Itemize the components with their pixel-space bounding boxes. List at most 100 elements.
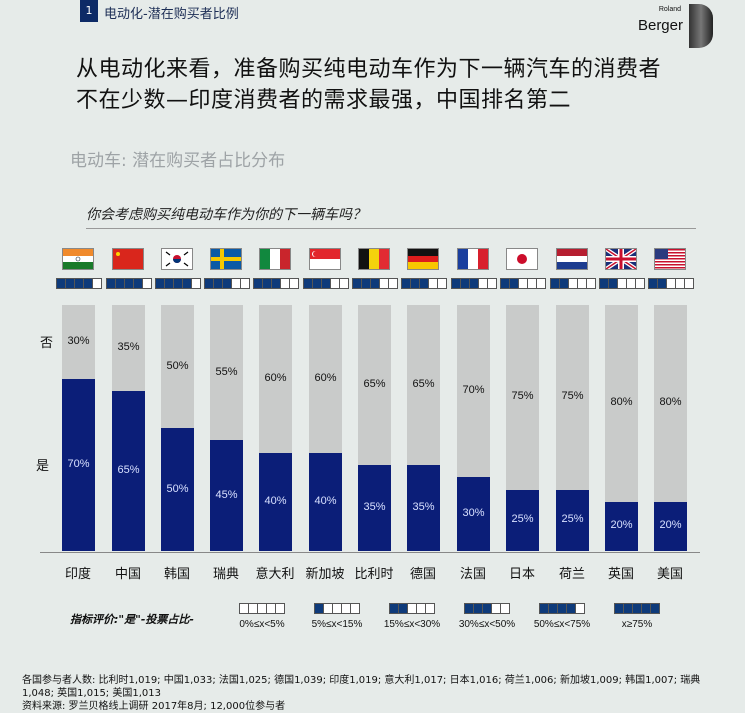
indicator-segment bbox=[84, 279, 93, 288]
indicator-segment bbox=[470, 279, 479, 288]
bar-sweden: 55% 45% bbox=[210, 305, 243, 551]
indicator-segment bbox=[353, 279, 362, 288]
indicator-segment bbox=[479, 279, 488, 288]
legend-label: 0%≤x<5% bbox=[239, 619, 285, 630]
category-label: 印度 bbox=[64, 567, 91, 582]
indicator-segment bbox=[107, 279, 116, 288]
indicator-segment bbox=[438, 279, 446, 288]
indicator-japan bbox=[500, 278, 546, 289]
legend-label: 50%≤x<75% bbox=[533, 619, 591, 630]
logo-text: Berger bbox=[637, 17, 683, 34]
data-label-yes: 45% bbox=[215, 488, 238, 501]
bar-yes-segment bbox=[556, 489, 589, 551]
data-label-no: 35% bbox=[117, 341, 140, 354]
category-label: 韩国 bbox=[163, 567, 190, 582]
flag-south-korea-icon bbox=[161, 248, 193, 270]
bar-belgium: 65% 35% bbox=[358, 305, 391, 551]
indicator-segment bbox=[426, 604, 434, 613]
indicator-segment bbox=[241, 279, 249, 288]
data-label-no: 60% bbox=[314, 371, 337, 384]
baseline bbox=[40, 552, 700, 553]
flag-germany-icon bbox=[407, 248, 439, 270]
indicator-segment bbox=[658, 279, 667, 288]
section-number: 1 bbox=[80, 0, 98, 22]
bar-japan: 75% 25% bbox=[506, 305, 539, 551]
data-label-yes: 25% bbox=[561, 513, 584, 526]
indicator-segment bbox=[324, 604, 333, 613]
data-label-no: 60% bbox=[264, 371, 287, 384]
bar-south-korea: 50% 50% bbox=[161, 305, 194, 551]
legend-indicator bbox=[314, 603, 360, 614]
logo-b-mark bbox=[689, 4, 713, 48]
indicator-segment bbox=[205, 279, 214, 288]
category-label: 荷兰 bbox=[558, 567, 585, 582]
indicator-segment bbox=[66, 279, 75, 288]
legend-indicator bbox=[614, 603, 660, 614]
indicator-segment bbox=[633, 604, 642, 613]
roland-berger-logo: Roland Berger bbox=[623, 4, 713, 48]
bar-germany: 65% 35% bbox=[407, 305, 440, 551]
data-label-no: 55% bbox=[215, 365, 238, 378]
indicator-singapore bbox=[303, 278, 349, 289]
indicator-segment bbox=[618, 279, 627, 288]
bar-yes-segment bbox=[161, 428, 194, 551]
bar-singapore: 60% 40% bbox=[309, 305, 342, 551]
data-label-yes: 20% bbox=[659, 519, 682, 532]
indicator-segment bbox=[267, 604, 276, 613]
category-label: 英国 bbox=[607, 567, 634, 582]
indicator-segment bbox=[93, 279, 101, 288]
bar-usa: 80% 20% bbox=[654, 305, 687, 551]
indicator-segment bbox=[263, 279, 272, 288]
data-label-yes: 25% bbox=[511, 513, 534, 526]
indicator-segment bbox=[492, 604, 501, 613]
indicator-segment bbox=[609, 279, 618, 288]
indicator-segment bbox=[615, 604, 624, 613]
category-label: 意大利 bbox=[255, 567, 295, 582]
indicator-segment bbox=[351, 604, 359, 613]
indicator-segment bbox=[57, 279, 66, 288]
flag-china-icon bbox=[112, 248, 144, 270]
indicator-segment bbox=[452, 279, 461, 288]
indicator-belgium bbox=[352, 278, 398, 289]
indicator-segment bbox=[560, 279, 569, 288]
legend-indicator bbox=[464, 603, 510, 614]
indicator-segment bbox=[240, 604, 249, 613]
legend-label: 5%≤x<15% bbox=[311, 619, 363, 630]
indicator-segment bbox=[465, 604, 474, 613]
data-label-no: 30% bbox=[67, 334, 90, 347]
indicator-segment bbox=[362, 279, 371, 288]
indicator-segment bbox=[174, 279, 183, 288]
data-label-no: 50% bbox=[166, 359, 189, 372]
footer-participants: 各国参与者人数: 比利时1,019; 中国1,033; 法国1,025; 德国1… bbox=[22, 675, 701, 699]
bar-yes-segment bbox=[506, 489, 539, 551]
indicator-segment bbox=[281, 279, 290, 288]
indicator-segment bbox=[649, 279, 658, 288]
indicator-india bbox=[56, 278, 102, 289]
indicator-segment bbox=[371, 279, 380, 288]
indicator-segment bbox=[519, 279, 528, 288]
indicator-segment bbox=[417, 604, 426, 613]
headline: 从电动化来看，准备购买纯电动车作为下一辆汽车的消费者 不在少数—印度消费者的需求… bbox=[76, 54, 716, 116]
indicator-segment bbox=[258, 604, 267, 613]
bar-yes-segment bbox=[457, 477, 490, 551]
data-label-yes: 40% bbox=[314, 494, 337, 507]
indicator-segment bbox=[272, 279, 281, 288]
indicator-china bbox=[106, 278, 152, 289]
data-label-no: 65% bbox=[363, 377, 386, 390]
section-title: 电动化-潜在购买者比例 bbox=[104, 7, 239, 22]
indicator-segment bbox=[313, 279, 322, 288]
flag-usa-icon bbox=[654, 248, 686, 270]
indicator-segment bbox=[569, 279, 578, 288]
indicator-uk bbox=[599, 278, 645, 289]
legend-item: 5%≤x<15% bbox=[302, 603, 372, 630]
indicator-segment bbox=[399, 604, 408, 613]
indicator-france bbox=[451, 278, 497, 289]
indicator-segment bbox=[134, 279, 143, 288]
legend-indicator bbox=[539, 603, 585, 614]
flag-singapore-icon bbox=[309, 248, 341, 270]
bar-yes-segment bbox=[210, 440, 243, 551]
data-label-yes: 65% bbox=[117, 464, 140, 477]
indicator-segment bbox=[651, 604, 659, 613]
footer-source: 资料来源: 罗兰贝格线上调研 2017年8月; 12,000位参与者 bbox=[22, 701, 286, 712]
legend-indicator bbox=[239, 603, 285, 614]
